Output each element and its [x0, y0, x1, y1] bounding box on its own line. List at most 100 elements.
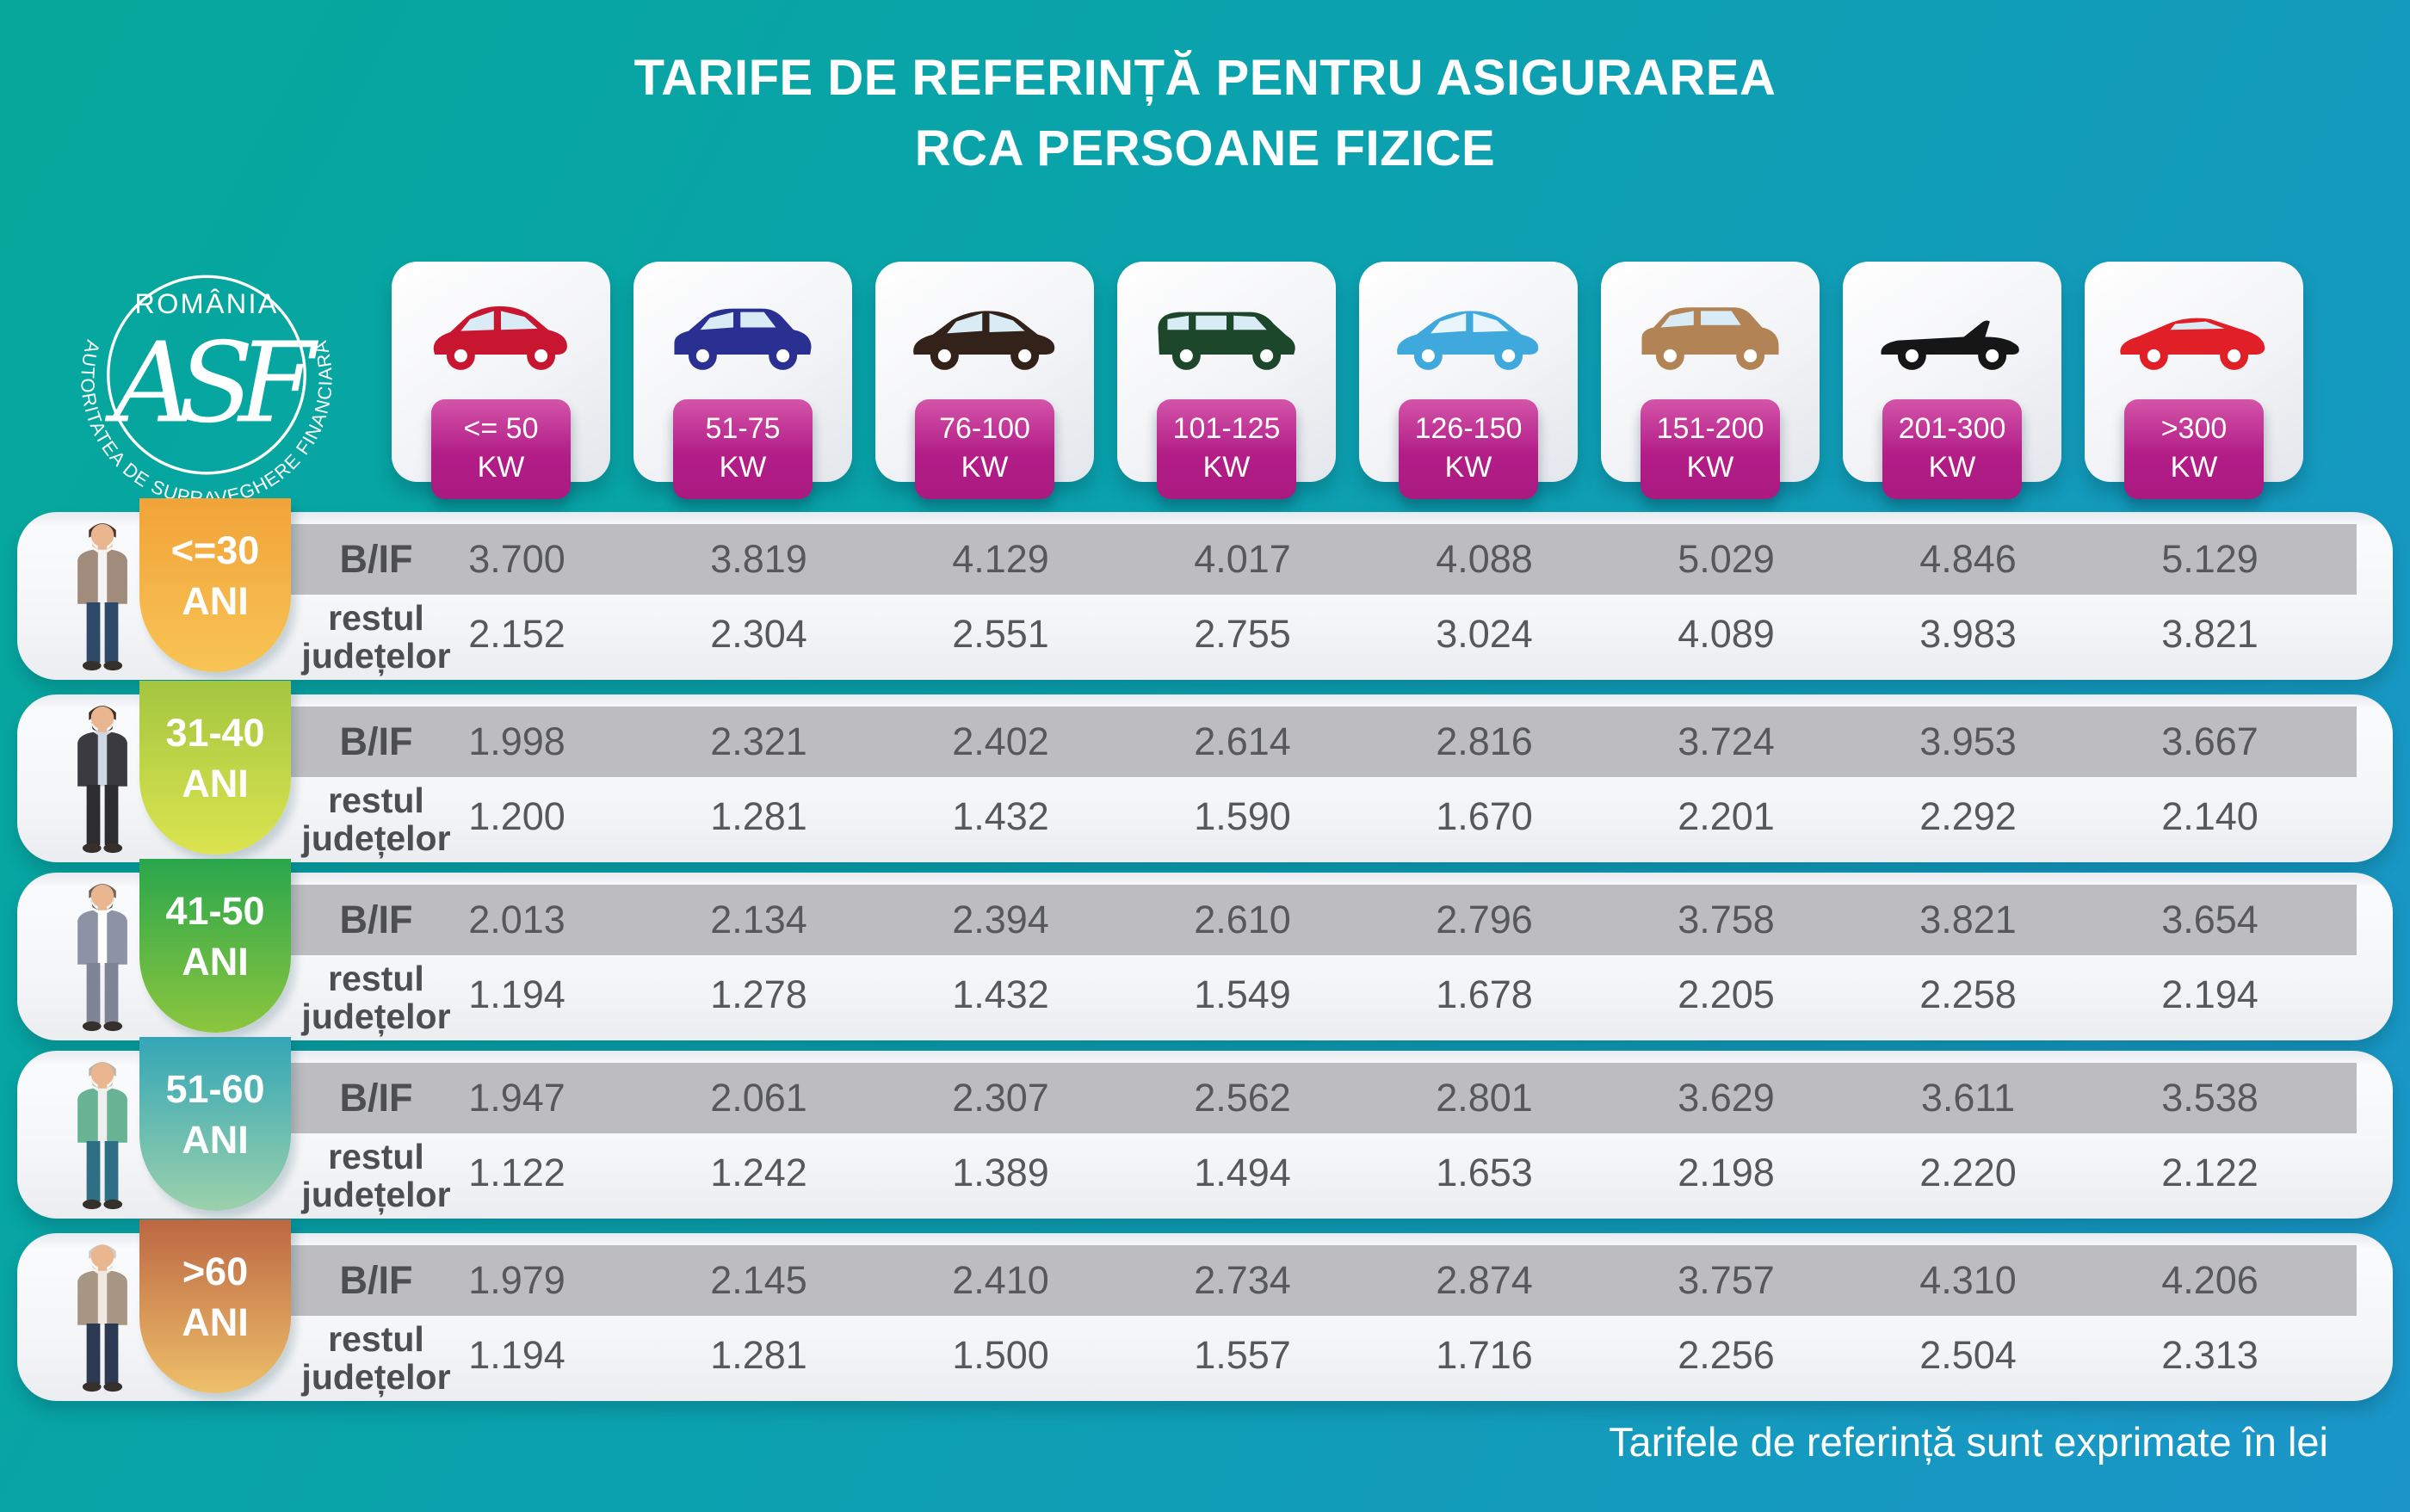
- rest-values-row: 1.194 1.278 1.432 1.549 1.678 2.205 2.25…: [396, 959, 2331, 1031]
- power-range-badge: >300 KW: [2124, 399, 2264, 499]
- tariff-value: 1.716: [1436, 1333, 1533, 1377]
- bif-band: [286, 1063, 2357, 1133]
- car-convertible-icon: [1881, 320, 2019, 370]
- tariff-value: 2.140: [2161, 794, 2259, 838]
- person-51-60-icon: [77, 1062, 127, 1210]
- power-tile-201-300kw: 201-300 KW: [1843, 262, 2061, 499]
- tariff-value: 1.194: [468, 972, 565, 1016]
- age-group-row-under-30: <=30 ANI B/IF restul județelor 3.700 3.8…: [17, 498, 2393, 680]
- tariff-value: 2.313: [2161, 1333, 2259, 1377]
- rest-values-row: 1.122 1.242 1.389 1.494 1.653 2.198 2.22…: [396, 1137, 2331, 1209]
- power-tile-126-150kw: 126-150 KW: [1359, 262, 1578, 499]
- rest-label: restul județelor: [301, 598, 451, 676]
- tariff-value: 1.389: [952, 1151, 1049, 1194]
- power-tile-51-75kw: 51-75 KW: [633, 262, 852, 499]
- tariff-value: 3.819: [710, 537, 807, 581]
- tariff-value: 2.801: [1436, 1076, 1533, 1120]
- asf-logo: ROMÂNIA ASF AUTORITATEA DE SUPRAVEGHERE …: [77, 275, 336, 509]
- car-sedan-icon: [1397, 311, 1539, 370]
- page-title-line1: TARIFE DE REFERINȚĂ PENTRU ASIGURAREA: [633, 50, 1777, 106]
- tariff-value: 1.590: [1194, 794, 1291, 838]
- logo-monogram: ASF: [105, 318, 319, 447]
- bif-label: B/IF: [339, 1076, 413, 1120]
- bif-values-row: 1.998 2.321 2.402 2.614 2.816 3.724 3.95…: [396, 707, 2331, 777]
- tariff-value: 2.061: [710, 1076, 807, 1120]
- person-31-40-icon: [77, 706, 127, 854]
- tariff-value: 1.278: [710, 972, 807, 1016]
- tariff-value: 3.611: [1920, 1076, 2016, 1120]
- rest-label: restul județelor: [301, 1137, 451, 1214]
- logo-ring-circle: [107, 275, 306, 475]
- tariff-value: 2.394: [952, 898, 1049, 941]
- tariff-value: 1.500: [952, 1333, 1049, 1377]
- age-badge: >60 ANI: [139, 1219, 291, 1393]
- tariff-value: 1.242: [710, 1151, 807, 1194]
- tariff-value: 1.979: [468, 1258, 565, 1302]
- tariff-value: 4.206: [2161, 1258, 2259, 1302]
- bif-label: B/IF: [339, 537, 413, 581]
- rest-label: restul județelor: [301, 1319, 451, 1397]
- car-crossover-icon: [674, 308, 812, 370]
- bif-values-row: 3.700 3.819 4.129 4.017 4.088 5.029 4.84…: [396, 524, 2331, 595]
- tariff-value: 1.549: [1194, 972, 1291, 1016]
- power-range-badge: 51-75 KW: [673, 399, 813, 499]
- tariff-value: 2.551: [952, 612, 1049, 656]
- tariff-value: 1.653: [1436, 1151, 1533, 1194]
- tariff-value: 2.258: [1919, 972, 2017, 1016]
- rest-values-row: 1.194 1.281 1.500 1.557 1.716 2.256 2.50…: [396, 1319, 2331, 1392]
- tariff-value: 3.024: [1436, 612, 1533, 656]
- tariff-value: 2.145: [710, 1258, 807, 1302]
- rest-values-row: 1.200 1.281 1.432 1.590 1.670 2.201 2.29…: [396, 781, 2331, 853]
- age-group-row-41-50: 41-50 ANI B/IF restul județelor 2.013 2.…: [17, 859, 2393, 1040]
- tariff-value: 3.821: [2161, 612, 2259, 656]
- tariff-value: 3.724: [1678, 719, 1775, 763]
- page-title-line2: RCA PERSOANE FIZICE: [914, 120, 1496, 177]
- bif-band: [286, 1245, 2357, 1316]
- tariff-value: 2.013: [468, 898, 565, 941]
- age-group-row-over-60: >60 ANI B/IF restul județelor 1.979 2.14…: [17, 1219, 2393, 1401]
- tariff-value: 2.194: [2161, 972, 2259, 1016]
- rest-label: restul județelor: [301, 781, 451, 858]
- tariff-value: 4.310: [1919, 1258, 2017, 1302]
- bif-band: [286, 524, 2357, 595]
- person-41-50-icon: [77, 884, 127, 1032]
- tariff-value: 3.757: [1678, 1258, 1775, 1302]
- person-over-60-icon: [77, 1244, 127, 1392]
- tariff-value: 2.152: [468, 612, 565, 656]
- tariff-value: 2.610: [1194, 898, 1291, 941]
- tariff-value: 2.134: [710, 898, 807, 941]
- tariff-value: 2.816: [1436, 719, 1533, 763]
- tariff-value: 2.292: [1919, 794, 2017, 838]
- tariff-value: 2.256: [1678, 1333, 1775, 1377]
- bif-label: B/IF: [339, 1258, 413, 1302]
- tariff-value: 2.734: [1194, 1258, 1291, 1302]
- tariff-value: 2.614: [1194, 719, 1291, 763]
- tariff-value: 1.281: [710, 1333, 807, 1377]
- tariff-value: 3.654: [2161, 898, 2259, 941]
- tariff-value: 2.304: [710, 612, 807, 656]
- tariff-value: 3.538: [2161, 1076, 2259, 1120]
- age-badge: 51-60 ANI: [139, 1037, 291, 1211]
- tariff-value: 3.758: [1678, 898, 1775, 941]
- tariff-value: 2.307: [952, 1076, 1049, 1120]
- tariff-value: 2.796: [1436, 898, 1533, 941]
- tariff-value: 2.122: [2161, 1151, 2259, 1194]
- tariff-value: 1.194: [468, 1333, 565, 1377]
- tariff-value: 1.557: [1194, 1333, 1291, 1377]
- tariff-value: 2.562: [1194, 1076, 1291, 1120]
- tariff-value: 2.410: [952, 1258, 1049, 1302]
- power-range-badge: 126-150 KW: [1399, 399, 1538, 499]
- tariff-value: 1.998: [468, 719, 565, 763]
- tariff-value: 2.201: [1678, 794, 1775, 838]
- power-tile-over-300kw: >300 KW: [2085, 262, 2303, 499]
- bif-values-row: 2.013 2.134 2.394 2.610 2.796 3.758 3.82…: [396, 885, 2331, 955]
- tariff-value: 3.700: [468, 537, 565, 581]
- age-badge: <=30 ANI: [139, 498, 291, 672]
- tariff-value: 2.402: [952, 719, 1049, 763]
- age-badge: 41-50 ANI: [139, 859, 291, 1033]
- tariff-value: 1.947: [468, 1076, 565, 1120]
- tariff-value: 2.205: [1678, 972, 1775, 1016]
- power-range-badge: 151-200 KW: [1641, 399, 1780, 499]
- car-minivan-icon: [1158, 312, 1295, 370]
- power-range-badge: 201-300 KW: [1882, 399, 2022, 499]
